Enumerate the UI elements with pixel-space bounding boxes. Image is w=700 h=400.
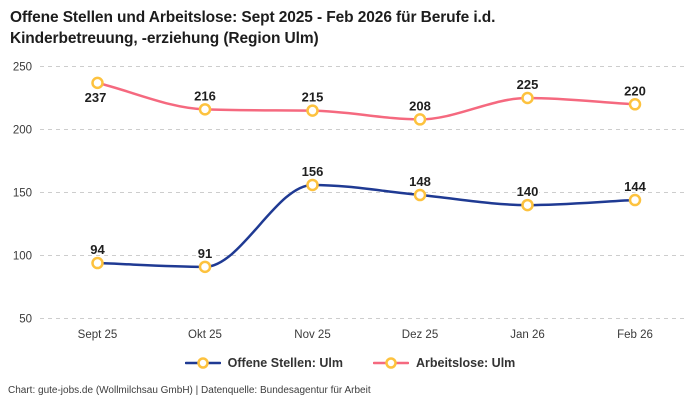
- legend-marker: [385, 357, 397, 369]
- chart-legend: Offene Stellen: Ulm Arbeitslose: Ulm: [0, 356, 700, 370]
- data-point-label: 208: [409, 98, 431, 113]
- y-tick-label: 150: [13, 188, 32, 200]
- y-tick-label: 50: [19, 314, 32, 326]
- data-point-marker: [413, 188, 427, 202]
- y-tick-label: 250: [13, 62, 32, 74]
- legend-marker: [196, 357, 209, 369]
- data-point-marker: [521, 198, 534, 212]
- x-tick-label: Sept 25: [78, 329, 118, 341]
- chart-title-line2: Kinderbetreuung, -erziehung (Region Ulm): [10, 30, 319, 47]
- data-point-label: 216: [194, 88, 216, 103]
- data-point-marker: [91, 76, 104, 90]
- data-point-marker: [198, 103, 212, 116]
- series-line: [96, 183, 637, 269]
- legend-label: Offene Stellen: Ulm: [227, 356, 343, 370]
- data-point-label: 91: [198, 246, 212, 261]
- data-point-marker: [521, 91, 534, 105]
- data-point-marker: [306, 104, 319, 117]
- data-point-marker: [198, 260, 212, 274]
- data-point-label: 237: [85, 90, 107, 105]
- data-point-label: 94: [90, 242, 105, 257]
- series-line: [96, 81, 637, 121]
- data-point-label: 156: [302, 164, 324, 179]
- legend-item: Offene Stellen: Ulm: [184, 356, 343, 370]
- chart-title-line1: Offene Stellen und Arbeitslose: Sept 202…: [10, 9, 496, 26]
- chart-title: Offene Stellen und Arbeitslose: Sept 202…: [10, 7, 495, 49]
- legend-line-marker-icon: [184, 357, 221, 369]
- data-point-label: 148: [409, 174, 431, 189]
- data-point-marker: [91, 256, 104, 270]
- legend-item: Arbeitslose: Ulm: [372, 356, 516, 370]
- y-tick-label: 200: [13, 125, 32, 137]
- data-point-marker: [413, 113, 427, 126]
- x-tick-label: Feb 26: [617, 329, 653, 341]
- data-point-label: 144: [624, 179, 646, 194]
- legend-line-marker-icon: [372, 357, 409, 369]
- chart-source-footer: Chart: gute-jobs.de (Wollmilchsau GmbH) …: [8, 385, 371, 396]
- data-point-marker: [306, 178, 319, 192]
- data-point-label: 225: [517, 77, 539, 92]
- data-point-marker: [628, 193, 642, 207]
- x-tick-label: Nov 25: [294, 329, 330, 341]
- data-point-label: 220: [624, 83, 646, 98]
- x-tick-label: Jan 26: [510, 329, 545, 341]
- data-point-label: 215: [302, 90, 324, 105]
- x-tick-label: Okt 25: [188, 329, 222, 341]
- y-tick-label: 100: [13, 251, 32, 263]
- legend-label: Arbeitslose: Ulm: [415, 356, 516, 370]
- data-point-label: 140: [517, 184, 539, 199]
- data-point-marker: [628, 98, 642, 111]
- x-tick-label: Dez 25: [402, 329, 438, 341]
